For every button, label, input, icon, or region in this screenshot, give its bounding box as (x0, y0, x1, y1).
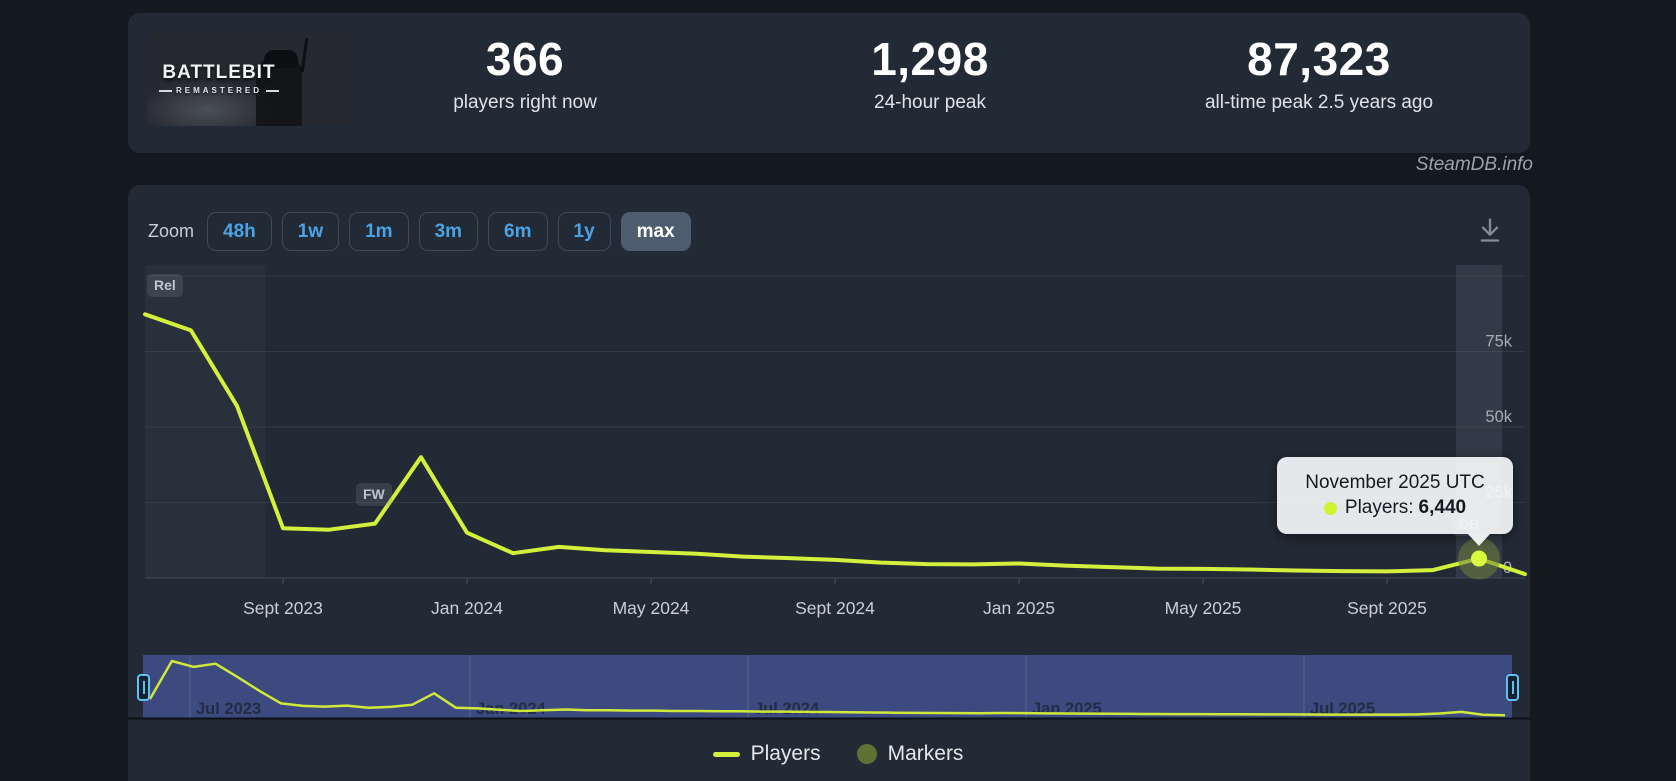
game-logo-title: BATTLEBIT (162, 62, 276, 83)
svg-text:Jul 2023: Jul 2023 (196, 700, 261, 718)
range-button-6m[interactable]: 6m (488, 212, 548, 251)
tooltip-players-value: 6,440 (1418, 497, 1467, 518)
legend-item-markers[interactable]: Markers (856, 742, 964, 766)
svg-text:75k: 75k (1485, 333, 1512, 351)
chart-legend: Players Markers (0, 742, 1676, 766)
range-button-3m[interactable]: 3m (418, 212, 479, 251)
svg-text:Jan 2024: Jan 2024 (476, 700, 547, 718)
navigator-right-handle[interactable] (1506, 674, 1519, 701)
legend-item-players[interactable]: Players (712, 742, 821, 766)
steamdb-watermark: SteamDB.info (1415, 154, 1533, 175)
stats-panel (128, 13, 1530, 153)
svg-text:Jan 2024: Jan 2024 (431, 598, 503, 618)
stat-24h-peak: 1,298 24-hour peak (774, 34, 1086, 114)
svg-text:Sept 2023: Sept 2023 (243, 598, 323, 618)
soldier-antenna-art (300, 37, 309, 73)
navigator-left-handle[interactable] (137, 674, 150, 701)
legend-players-label: Players (750, 742, 821, 765)
stat-players-now: 366 players right now (369, 34, 681, 114)
chart-tooltip: November 2025 UTC Players: 6,440 (1277, 457, 1513, 546)
svg-text:Jul 2024: Jul 2024 (754, 700, 820, 718)
svg-text:Jan 2025: Jan 2025 (983, 598, 1055, 618)
range-button-1m[interactable]: 1m (349, 212, 409, 251)
range-button-max[interactable]: max (620, 212, 691, 251)
stat-24h-peak-value: 1,298 (871, 33, 989, 85)
players-series-dot-icon (1323, 501, 1337, 515)
svg-text:May 2024: May 2024 (613, 598, 690, 618)
players-line-swatch-icon (712, 751, 740, 757)
range-button-1y[interactable]: 1y (557, 212, 611, 251)
stat-alltime-peak-value: 87,323 (1247, 33, 1391, 85)
tooltip-date: November 2025 UTC (1305, 472, 1485, 493)
svg-text:Sept 2024: Sept 2024 (795, 598, 875, 618)
game-logo: BATTLEBIT REMASTERED (159, 62, 279, 95)
svg-text:Jan 2025: Jan 2025 (1032, 700, 1102, 718)
chart-navigator[interactable]: Jul 2023 Jan 2024 Jul 2024 Jan 2025 Jul 2025 (128, 655, 1530, 781)
legend-markers-label: Markers (887, 742, 964, 765)
stat-players-now-value: 366 (485, 33, 565, 85)
marker-badge-release[interactable]: Rel (147, 274, 183, 297)
stat-alltime-peak: 87,323 all-time peak 2.5 years ago (1163, 34, 1475, 114)
stat-players-now-label: players right now (453, 92, 597, 113)
marker-badge-free-weekend[interactable]: FW (356, 483, 392, 506)
markers-circle-swatch-icon (856, 744, 877, 764)
svg-text:50k: 50k (1485, 408, 1512, 426)
download-icon[interactable] (1470, 210, 1510, 250)
tooltip-series-name: Players: (1344, 497, 1414, 518)
svg-text:May 2025: May 2025 (1165, 598, 1242, 618)
stat-alltime-peak-label: all-time peak 2.5 years ago (1204, 92, 1434, 113)
range-button-1w[interactable]: 1w (281, 212, 340, 251)
zoom-label: Zoom (148, 221, 195, 241)
range-button-48h[interactable]: 48h (207, 212, 272, 251)
tooltip-players-row: Players: 6,440 (1323, 497, 1467, 519)
game-logo-subtitle: REMASTERED (159, 86, 279, 95)
svg-text:Sept 2025: Sept 2025 (1347, 598, 1427, 618)
zoom-range-buttons: 48h 1w 1m 3m 6m 1y max (207, 212, 691, 251)
stat-24h-peak-label: 24-hour peak (874, 92, 986, 113)
game-capsule-image: BATTLEBIT REMASTERED (147, 32, 354, 126)
